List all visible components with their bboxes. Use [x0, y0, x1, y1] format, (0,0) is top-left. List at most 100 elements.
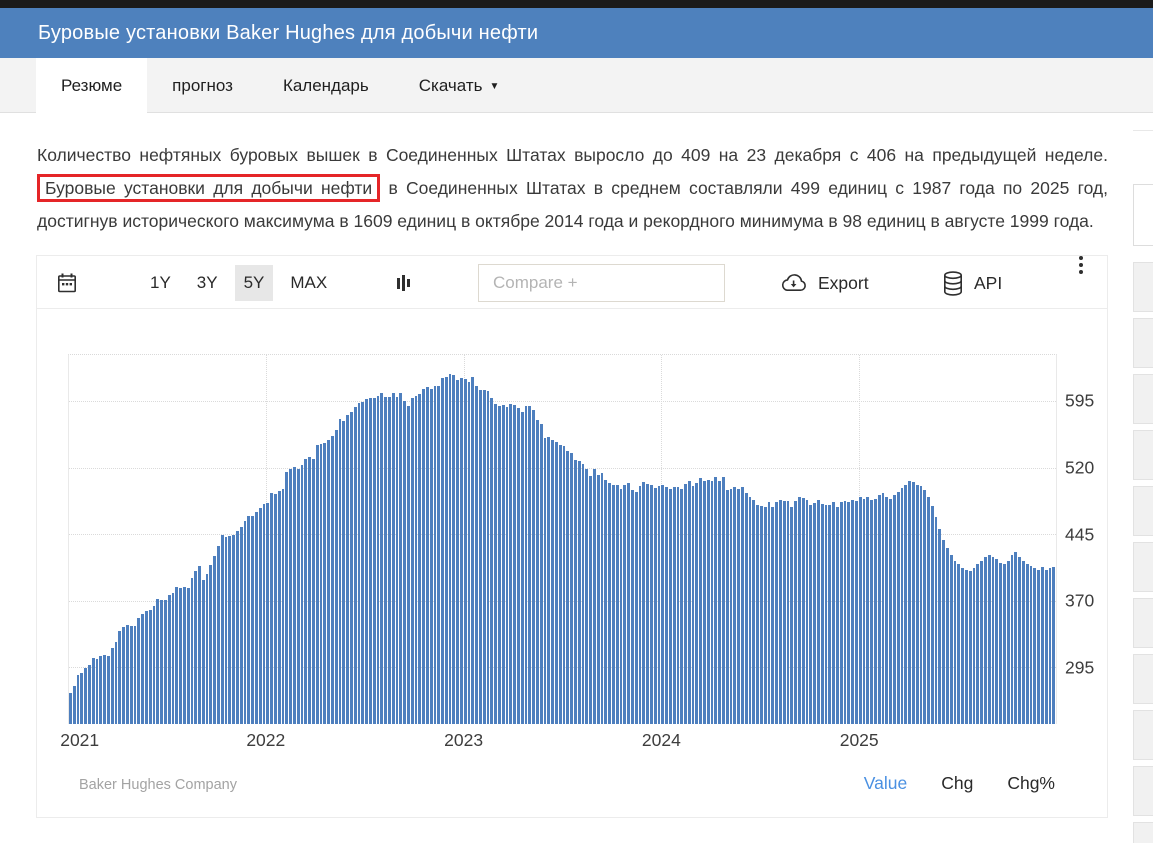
bar[interactable] [114, 642, 118, 724]
bar[interactable] [668, 488, 672, 724]
bar[interactable] [775, 502, 779, 724]
bar[interactable] [577, 460, 581, 724]
bar[interactable] [167, 594, 171, 724]
bar[interactable] [141, 614, 144, 724]
bar[interactable] [646, 483, 649, 724]
bar[interactable] [942, 539, 946, 724]
bar[interactable] [274, 494, 277, 724]
bar[interactable] [334, 430, 338, 724]
bar[interactable] [220, 535, 224, 724]
bar[interactable] [186, 588, 190, 724]
bar[interactable] [163, 599, 167, 724]
bar[interactable] [718, 480, 722, 724]
bar[interactable] [353, 407, 357, 724]
bar[interactable] [904, 484, 908, 724]
bar[interactable] [395, 396, 399, 724]
bar[interactable] [763, 506, 767, 724]
bar[interactable] [460, 378, 463, 724]
bar[interactable] [190, 577, 194, 724]
bar[interactable] [744, 493, 748, 724]
bar[interactable] [820, 504, 824, 724]
api-button[interactable]: API [941, 256, 1002, 310]
bar[interactable] [406, 405, 410, 724]
bar[interactable] [532, 410, 536, 724]
bar[interactable] [790, 506, 794, 724]
bar[interactable] [129, 625, 133, 724]
bar[interactable] [687, 480, 691, 724]
bar[interactable] [892, 495, 896, 724]
bar[interactable] [327, 440, 330, 724]
bar[interactable] [475, 386, 479, 724]
bar[interactable] [429, 388, 433, 724]
bar[interactable] [615, 485, 619, 724]
bar[interactable] [835, 506, 839, 724]
bar[interactable] [308, 457, 311, 724]
bar[interactable] [741, 487, 744, 724]
bar[interactable] [816, 500, 820, 724]
bar[interactable] [315, 445, 319, 724]
bar[interactable] [725, 489, 729, 724]
bar[interactable] [338, 418, 342, 724]
bar[interactable] [505, 407, 509, 724]
bar[interactable] [285, 472, 289, 724]
bar[interactable] [889, 498, 892, 724]
bar[interactable] [80, 673, 84, 724]
bar[interactable] [194, 570, 198, 724]
bar[interactable] [106, 655, 110, 724]
bar[interactable] [551, 440, 554, 724]
bar[interactable] [213, 556, 217, 724]
bar[interactable] [403, 401, 406, 724]
bar[interactable] [953, 560, 957, 724]
bar[interactable] [118, 630, 122, 724]
bar[interactable] [76, 675, 80, 724]
bar[interactable] [1022, 560, 1025, 724]
bar[interactable] [555, 441, 558, 724]
range-3y-button[interactable]: 3Y [196, 273, 218, 292]
bar[interactable] [573, 459, 577, 724]
bar[interactable] [1014, 551, 1018, 724]
bar[interactable] [293, 466, 296, 724]
bar[interactable] [490, 397, 494, 724]
bar[interactable] [915, 484, 919, 724]
bar[interactable] [372, 398, 376, 724]
bar[interactable] [312, 458, 315, 724]
bar[interactable] [908, 480, 911, 724]
bar[interactable] [517, 408, 520, 724]
bar[interactable] [536, 419, 539, 724]
bar[interactable] [589, 475, 592, 724]
bar[interactable] [148, 609, 152, 724]
bar[interactable] [771, 506, 775, 724]
range-max-button[interactable]: MAX [290, 273, 328, 292]
bar[interactable] [813, 503, 816, 724]
bar[interactable] [703, 480, 706, 724]
bar[interactable] [570, 453, 573, 724]
bar[interactable] [289, 468, 293, 724]
bar-chart-icon[interactable] [397, 256, 410, 310]
bar[interactable] [930, 505, 934, 724]
bar[interactable] [410, 398, 414, 724]
bar[interactable] [330, 435, 334, 724]
bar[interactable] [498, 406, 501, 724]
bar[interactable] [376, 395, 380, 724]
bar[interactable] [266, 503, 270, 724]
bar[interactable] [110, 647, 114, 724]
bar[interactable] [976, 564, 980, 724]
bar[interactable] [870, 500, 873, 724]
bar[interactable] [676, 487, 680, 724]
bar[interactable] [171, 592, 175, 724]
bar[interactable] [247, 515, 251, 724]
bar[interactable] [418, 394, 422, 724]
bar[interactable] [980, 560, 984, 724]
bar[interactable] [798, 496, 801, 724]
bar[interactable] [653, 488, 657, 724]
bar[interactable] [236, 530, 239, 724]
bar[interactable] [729, 488, 733, 724]
bar[interactable] [972, 567, 976, 724]
bar[interactable] [824, 504, 828, 724]
bar[interactable] [346, 415, 349, 724]
bar[interactable] [805, 500, 809, 724]
bar[interactable] [513, 404, 517, 724]
bar[interactable] [987, 555, 991, 724]
bar[interactable] [239, 527, 243, 724]
bar[interactable] [69, 692, 72, 724]
